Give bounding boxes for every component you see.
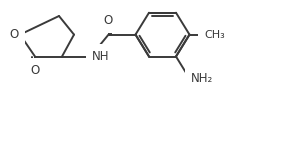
- Text: CH₃: CH₃: [204, 30, 225, 40]
- Text: NH: NH: [91, 50, 109, 63]
- Text: NH₂: NH₂: [190, 72, 213, 85]
- Text: O: O: [10, 28, 19, 41]
- Text: O: O: [104, 14, 113, 27]
- Text: O: O: [30, 64, 40, 77]
